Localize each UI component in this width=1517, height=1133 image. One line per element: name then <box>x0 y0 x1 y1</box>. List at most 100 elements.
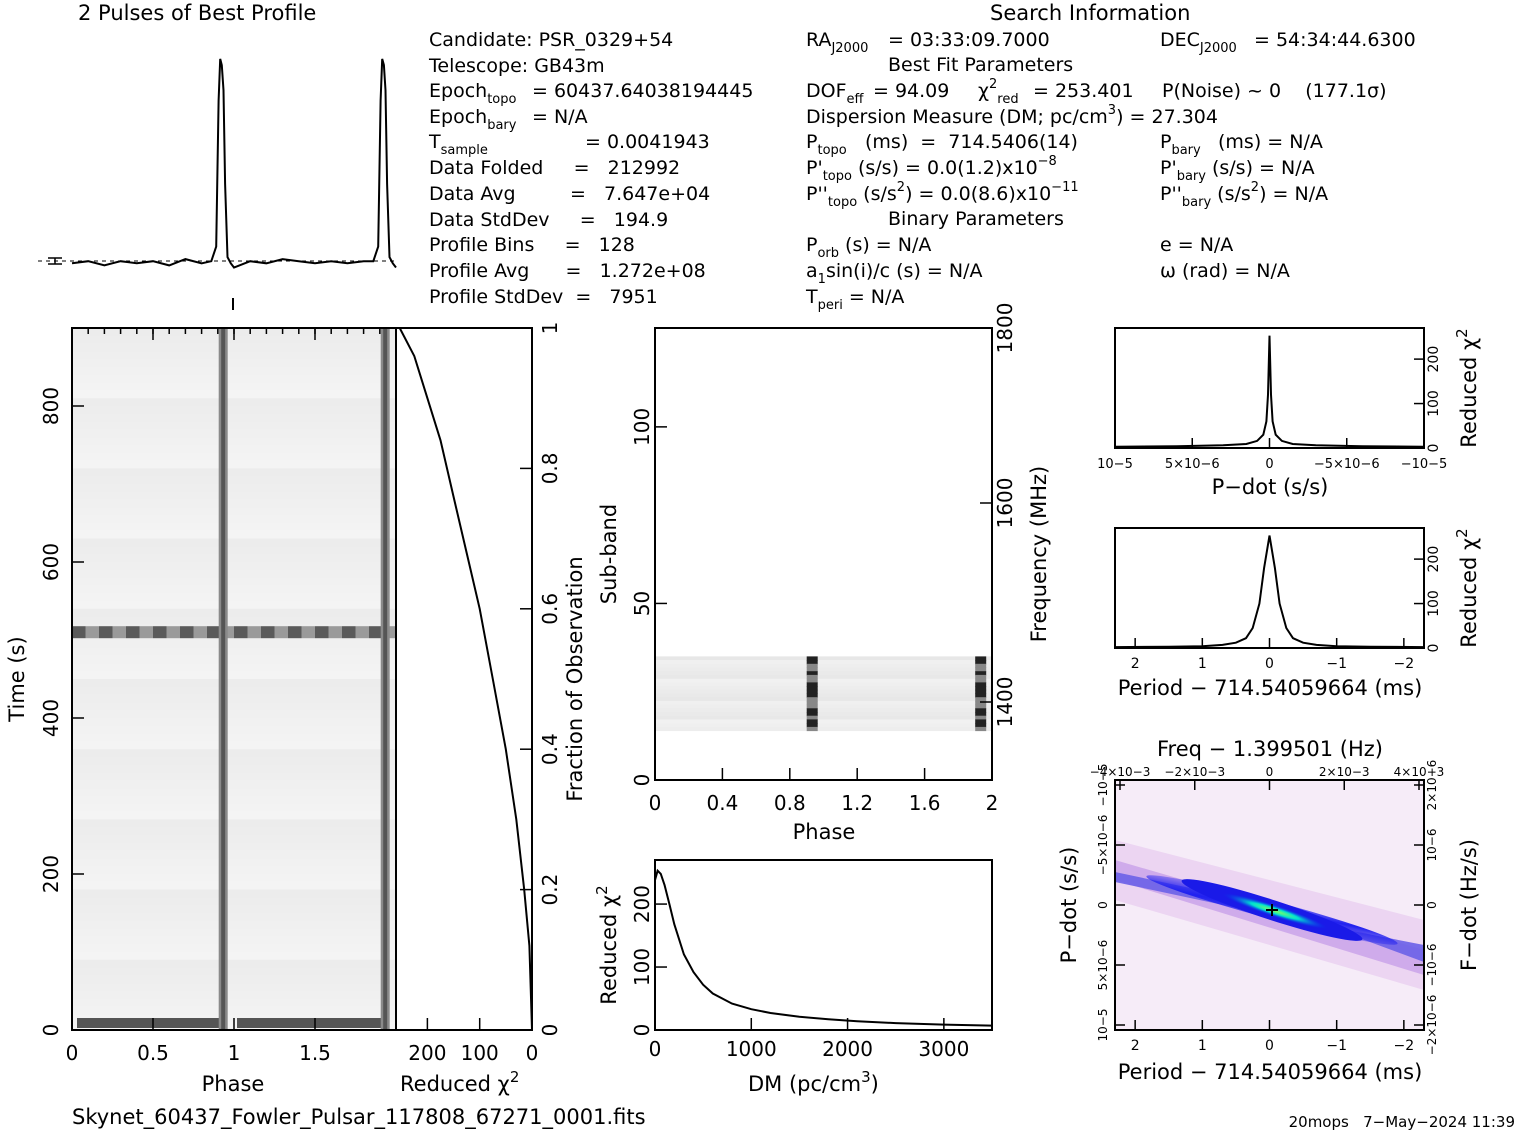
time-row <box>72 874 396 883</box>
info-ra: = 03:33:09.7000 <box>888 29 1050 51</box>
time-row <box>72 569 396 579</box>
time-row <box>72 608 396 618</box>
subband-pulse-cell <box>806 708 818 713</box>
period-ytick-label: 0 <box>1426 644 1442 653</box>
subband-pulse-cell <box>806 719 818 724</box>
subband-pulse-cell <box>975 708 987 713</box>
subband-row <box>655 712 992 717</box>
time-row <box>72 850 396 859</box>
subband-xtick-label: 0 <box>649 791 662 815</box>
time-row <box>72 764 396 774</box>
time-row <box>72 647 396 657</box>
dm-ylabel: Reduced χ2 <box>593 885 621 1004</box>
chi2-fraction-line <box>398 327 533 1031</box>
time-row <box>72 741 396 750</box>
subband-pulse-cell <box>806 656 818 661</box>
subband-xtick-label: 2 <box>986 791 999 815</box>
time-row <box>72 476 396 485</box>
fraction-xtick-label: 100 <box>461 1041 499 1065</box>
time-phase-ylabel: Time (s) <box>5 636 29 722</box>
time-row <box>72 889 396 898</box>
subband-xtick-label: 0.8 <box>774 791 806 815</box>
subband-pulse-cell <box>975 693 987 698</box>
time-row <box>72 905 396 914</box>
period-pdot-map: Freq − 1.399501 (Hz) 2 1 0 −1 −2 −4×10−3 −2×10… <box>1057 737 1481 1084</box>
map-x2tick-label: −2×10−3 <box>1164 765 1225 779</box>
subband-y2tick-label: 1400 <box>993 677 1017 728</box>
subband-pulse-cell <box>975 663 987 668</box>
fraction-ytick-label: 0.2 <box>538 874 562 906</box>
pdot-ytick-label: 0 <box>1426 444 1442 453</box>
time-row <box>72 491 396 501</box>
time-row <box>72 507 396 516</box>
chi2-fraction-xlabel: Reduced χ2 <box>400 1068 519 1096</box>
map-x2tick-label: −4×10−3 <box>1090 765 1151 779</box>
pdot-xtick-label: 5×10−6 <box>1165 457 1220 472</box>
time-row <box>72 827 396 836</box>
subband-pulse-cell <box>806 689 818 694</box>
search-info-title: Search Information <box>990 1 1190 25</box>
time-row <box>72 819 396 828</box>
pdot-xtick-label: 0 <box>1265 457 1273 472</box>
info-ra-label: RAJ2000 <box>806 29 868 56</box>
dm-plot: 0 1000 2000 3000 0 100 200 DM (pc/cm3) Reduced… <box>593 859 993 1096</box>
info-chi2-label: χ2red <box>978 77 1019 107</box>
period-chi2-ylabel: Reduced χ2 <box>1453 528 1481 647</box>
info-dm-line: Dispersion Measure (DM; pc/cm3) = 27.304 <box>806 103 1218 128</box>
subband-row <box>655 671 992 676</box>
time-row <box>72 406 396 415</box>
subband-row <box>655 678 992 683</box>
map-y2tick-label: 2×10−6 <box>1425 760 1439 811</box>
map-y2tick-label: 10−6 <box>1425 829 1439 862</box>
info-pnoise: P(Noise) ~ 0 (177.1σ) <box>1162 80 1387 102</box>
time-row <box>72 499 396 508</box>
time-row <box>72 577 396 586</box>
time-phase-ytick-label: 400 <box>39 699 63 737</box>
time-row <box>72 593 396 602</box>
time-row <box>72 897 396 906</box>
fraction-ytick-label: 1 <box>538 322 562 335</box>
time-phase-xlabel: Phase <box>202 1072 265 1096</box>
subband-pulse-cell <box>806 682 818 687</box>
map-xtick-label: −2 <box>1394 1038 1415 1054</box>
time-row <box>72 460 396 469</box>
map-xlabel: Period − 714.54059664 (ms) <box>1118 1060 1423 1084</box>
map-x2tick-label: 4×10−3 <box>1394 765 1445 779</box>
time-row <box>72 601 396 610</box>
time-row <box>72 413 396 423</box>
info-epoch-bary: = N/A <box>532 106 588 128</box>
time-row <box>72 515 396 524</box>
info-a1: a1sin(i)/c (s) = N/A <box>806 260 982 287</box>
period-xtick-label: −2 <box>1394 656 1415 672</box>
time-band-cell <box>153 626 167 639</box>
dm-ytick-label: 0 <box>630 1024 654 1037</box>
time-row <box>72 523 396 532</box>
pdot-chi2-ylabel: Reduced χ2 <box>1453 328 1481 447</box>
time-row <box>72 686 396 696</box>
dm-xtick-label: 3000 <box>918 1037 969 1061</box>
subband-row <box>655 674 992 680</box>
time-row <box>72 718 396 727</box>
fraction-ytick-label: 0 <box>538 1024 562 1037</box>
time-phase-image <box>72 328 396 1031</box>
time-row <box>72 437 396 446</box>
time-row <box>72 562 396 571</box>
time-row <box>72 351 396 360</box>
subband-pulse-cell <box>806 686 818 691</box>
time-row <box>72 702 396 711</box>
subband-row <box>655 723 992 728</box>
map-xtick-label: 0 <box>1265 1038 1274 1054</box>
info-data-stddev: Data StdDev = 194.9 <box>429 209 668 231</box>
subband-pulse-cell <box>975 656 987 661</box>
map-y2tick-label: 0 <box>1425 901 1439 909</box>
map-ytick-label: −5×10−6 <box>1096 815 1110 876</box>
map-ticks: 2 1 0 −1 −2 −4×10−3 −2×10−3 0 2×10−3 4×10−3 10−5 5×… <box>1090 760 1445 1056</box>
time-row <box>72 452 396 462</box>
pulse-stripe-core <box>221 328 226 1030</box>
pdot-ytick-label: 100 <box>1426 390 1442 417</box>
chi2-fraction-ylabel: Fraction of Observation <box>563 556 587 801</box>
period-ytick-label: 100 <box>1426 590 1442 617</box>
time-phase-ytick-label: 0 <box>39 1024 63 1037</box>
time-band-cell <box>315 626 329 639</box>
